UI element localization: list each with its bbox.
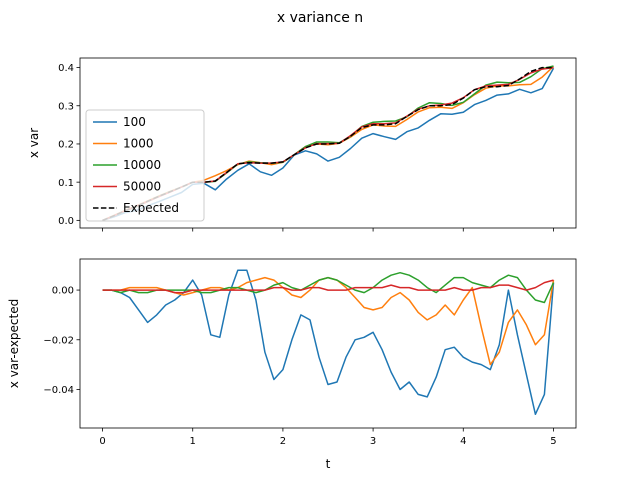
legend-label-expected: Expected xyxy=(123,201,179,215)
bottom-series-line-100 xyxy=(102,269,555,416)
bottom-x-tick-label: 4 xyxy=(460,436,466,447)
legend-label-10000: 10000 xyxy=(123,158,161,172)
bottom-axes-frame xyxy=(79,258,577,429)
figure-title: x variance n xyxy=(277,10,363,26)
top-panel: 0.0 0.1 0.2 0.3 0.4 x var 100 1000 10000 50000 Exp… xyxy=(27,57,577,232)
legend-box xyxy=(85,109,205,222)
top-y-tick-label: 0.4 xyxy=(58,63,74,74)
bottom-series-group xyxy=(102,269,555,416)
bottom-y-tick-label: 0.00 xyxy=(52,286,74,297)
bottom-y-tick-label: −0.04 xyxy=(43,385,74,396)
bottom-x-tick-label: 3 xyxy=(370,436,376,447)
bottom-x-tick-label: 0 xyxy=(99,436,105,447)
top-y-tick-label: 0.2 xyxy=(58,140,74,151)
top-y-tick-label: 0.3 xyxy=(58,101,74,112)
x-axis-label: t xyxy=(326,457,331,471)
top-y-axis-label: x var xyxy=(27,128,41,158)
legend: 100 1000 10000 50000 Expected xyxy=(85,109,205,222)
bottom-y-axis-label: x var-expected xyxy=(7,299,21,388)
top-y-tick-label: 0.0 xyxy=(58,216,74,227)
legend-label-100: 100 xyxy=(123,115,146,129)
bottom-series-line-50000 xyxy=(102,279,554,294)
bottom-series-line-10000 xyxy=(102,271,555,304)
top-axes-frame xyxy=(79,57,577,229)
bottom-x-tick-label: 5 xyxy=(550,436,556,447)
bottom-y-tick-label: −0.02 xyxy=(43,335,74,346)
bottom-panel: 0 1 2 3 4 5 −0.04 −0.02 0.00 x var-expected xyxy=(7,258,577,447)
bottom-x-tick-label: 1 xyxy=(190,436,196,447)
top-y-tick-label: 0.1 xyxy=(58,178,74,189)
bottom-x-tick-label: 2 xyxy=(280,436,286,447)
legend-label-50000: 50000 xyxy=(123,180,161,194)
legend-label-1000: 1000 xyxy=(123,137,154,151)
